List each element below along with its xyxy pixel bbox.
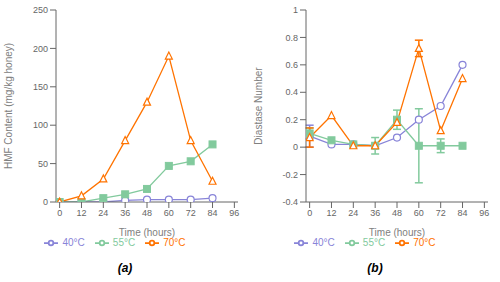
svg-text:0.2: 0.2 — [285, 115, 298, 125]
svg-text:84: 84 — [208, 208, 218, 218]
svg-text:48: 48 — [142, 208, 152, 218]
html-text:(b): (b) — [367, 261, 383, 275]
svg-text:72: 72 — [186, 208, 196, 218]
svg-text:HMF Content (mg/kg honey): HMF Content (mg/kg honey) — [8, 43, 14, 169]
svg-text:0: 0 — [43, 197, 48, 207]
svg-text:0: 0 — [307, 208, 312, 218]
svg-text:0.4: 0.4 — [285, 87, 298, 97]
svg-text:150: 150 — [33, 82, 48, 92]
svg-text:36: 36 — [370, 208, 380, 218]
svg-text:Time (hours): Time (hours) — [119, 227, 175, 238]
svg-text:60: 60 — [164, 208, 174, 218]
html-text:40°C: 40°C — [62, 236, 85, 248]
svg-text:36: 36 — [120, 208, 130, 218]
svg-text:Diastase Number: Diastase Number — [253, 67, 264, 145]
svg-text:200: 200 — [33, 44, 48, 54]
svg-text:24: 24 — [348, 208, 358, 218]
svg-text:12: 12 — [76, 208, 86, 218]
svg-text:-0.2: -0.2 — [282, 170, 298, 180]
svg-text:12: 12 — [326, 208, 336, 218]
svg-text:0.6: 0.6 — [285, 60, 298, 70]
svg-text:-0.4: -0.4 — [282, 197, 298, 207]
html-text:70°C: 70°C — [163, 236, 186, 248]
html-text:(a): (a) — [117, 261, 133, 275]
html-text:40°C: 40°C — [312, 236, 335, 248]
svg-text:250: 250 — [33, 5, 48, 15]
svg-text:84: 84 — [458, 208, 468, 218]
html-text:70°C: 70°C — [413, 236, 436, 248]
svg-text:60: 60 — [414, 208, 424, 218]
svg-text:24: 24 — [98, 208, 108, 218]
svg-text:72: 72 — [436, 208, 446, 218]
svg-text:0: 0 — [57, 208, 62, 218]
svg-text:0: 0 — [293, 142, 298, 152]
svg-text:48: 48 — [392, 208, 402, 218]
html-text:55°C: 55°C — [362, 236, 386, 248]
svg-text:1: 1 — [293, 5, 298, 15]
svg-text:100: 100 — [33, 120, 48, 130]
svg-text:50: 50 — [38, 159, 48, 169]
svg-text:0.8: 0.8 — [285, 33, 298, 43]
html-text:55°C: 55°C — [112, 236, 136, 248]
svg-text:96: 96 — [229, 208, 239, 218]
svg-text:96: 96 — [479, 208, 489, 218]
svg-text:Time (hours): Time (hours) — [369, 227, 425, 238]
